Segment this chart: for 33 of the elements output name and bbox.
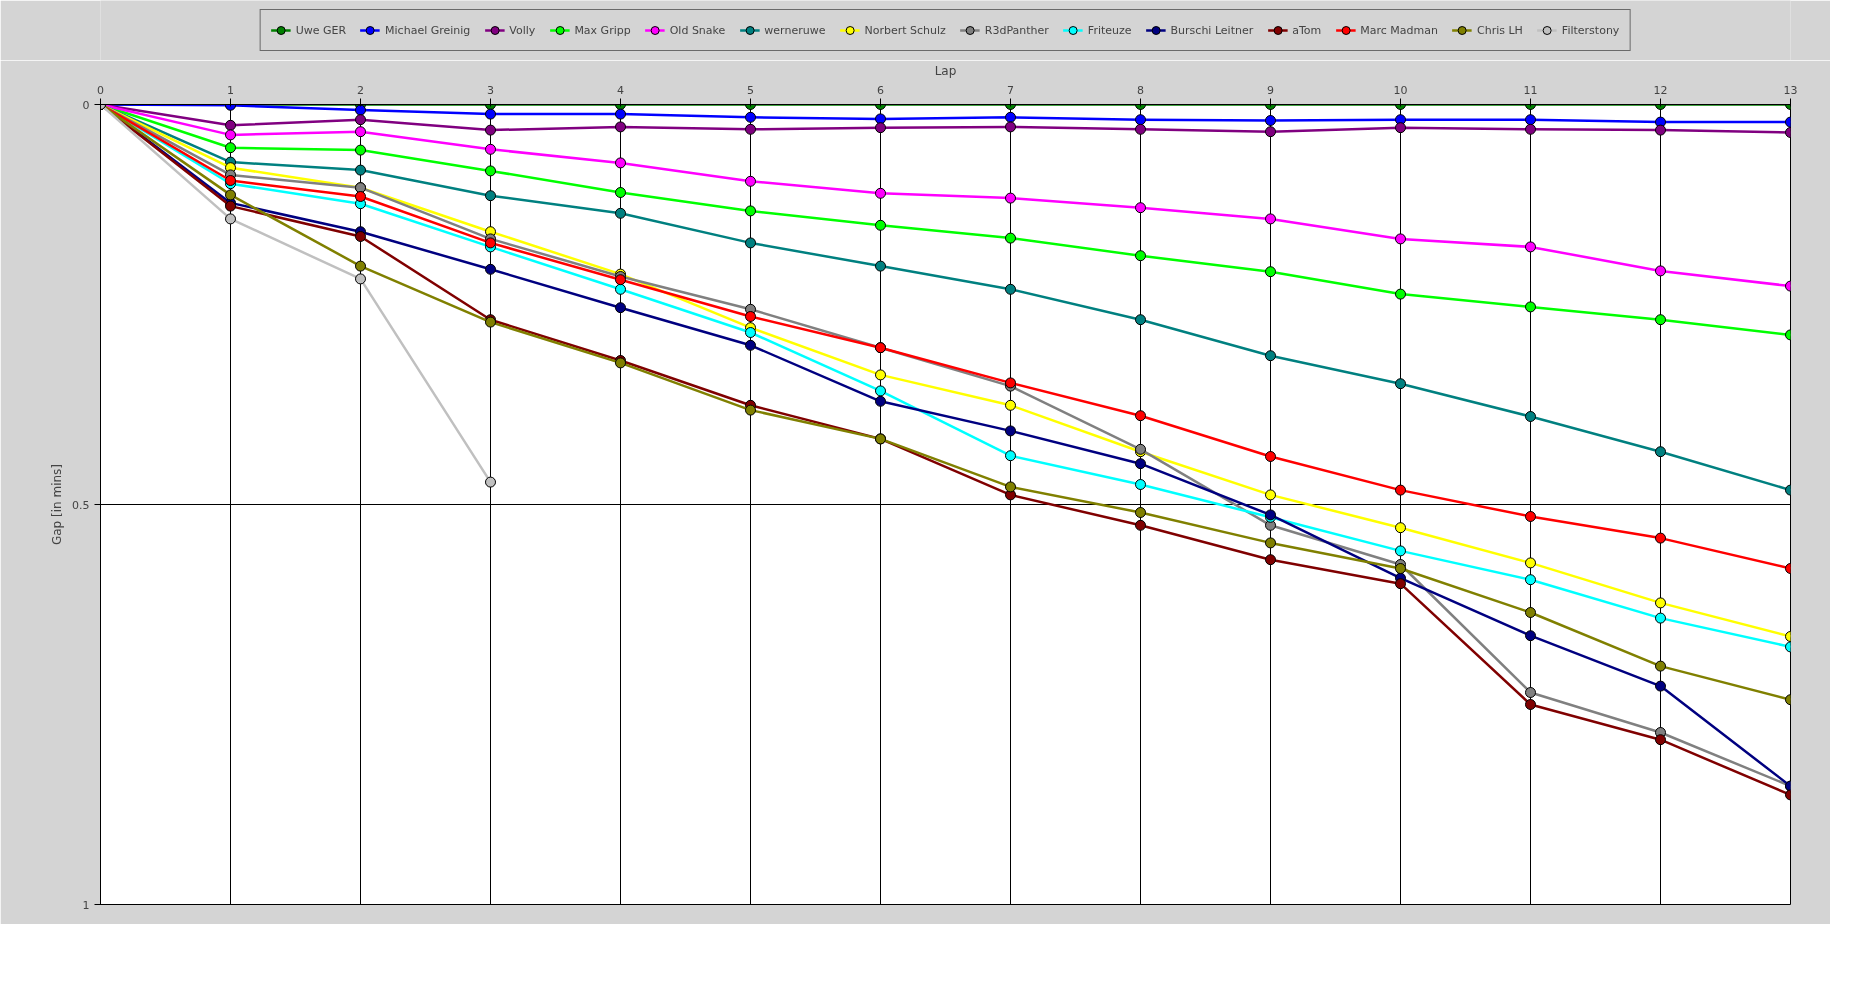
x-tick-label: 13 (1783, 83, 1798, 97)
x-tick-label: 12 (1653, 83, 1668, 97)
y-tick-label: 0 (82, 98, 90, 112)
legend-label: Friteuze (1087, 23, 1132, 37)
x-tick-label: 5 (747, 83, 754, 97)
legend-label: Chris LH (1477, 23, 1523, 37)
y-tick-label: 0.5 (72, 498, 90, 512)
legend-label: Filterstony (1561, 23, 1620, 37)
legend-label: Volly (509, 23, 536, 37)
x-tick-label: 11 (1523, 83, 1538, 97)
x-tick-label: 0 (97, 83, 104, 97)
x-tick-label: 6 (877, 83, 884, 97)
x-tick-label: 7 (1007, 83, 1014, 97)
x-tick-label: 1 (227, 83, 234, 97)
x-tick-label: 2 (357, 83, 364, 97)
y-axis-title: Gap [in mins] (50, 463, 65, 546)
x-axis-title: Lap (934, 63, 957, 78)
x-tick-label: 10 (1393, 83, 1408, 97)
legend-label: Michael Greinig (385, 23, 471, 37)
legend-label: Max Gripp (574, 23, 631, 37)
x-tick-label: 3 (487, 83, 494, 97)
y-tick-label: 1 (82, 898, 90, 912)
x-tick-label: 8 (1137, 83, 1144, 97)
legend-label: R3dPanther (984, 23, 1049, 37)
legend-label: werneruwe (764, 23, 826, 37)
legend-label: Burschi Leitner (1170, 23, 1254, 37)
legend-label: Marc Madman (1360, 23, 1439, 37)
x-tick-label: 4 (617, 83, 624, 97)
legend-label: Old Snake (669, 23, 726, 37)
x-tick-label: 9 (1267, 83, 1274, 97)
legend-label: Norbert Schulz (864, 23, 946, 37)
legend-label: Uwe GER (295, 23, 347, 37)
legend-label: aTom (1292, 23, 1322, 37)
